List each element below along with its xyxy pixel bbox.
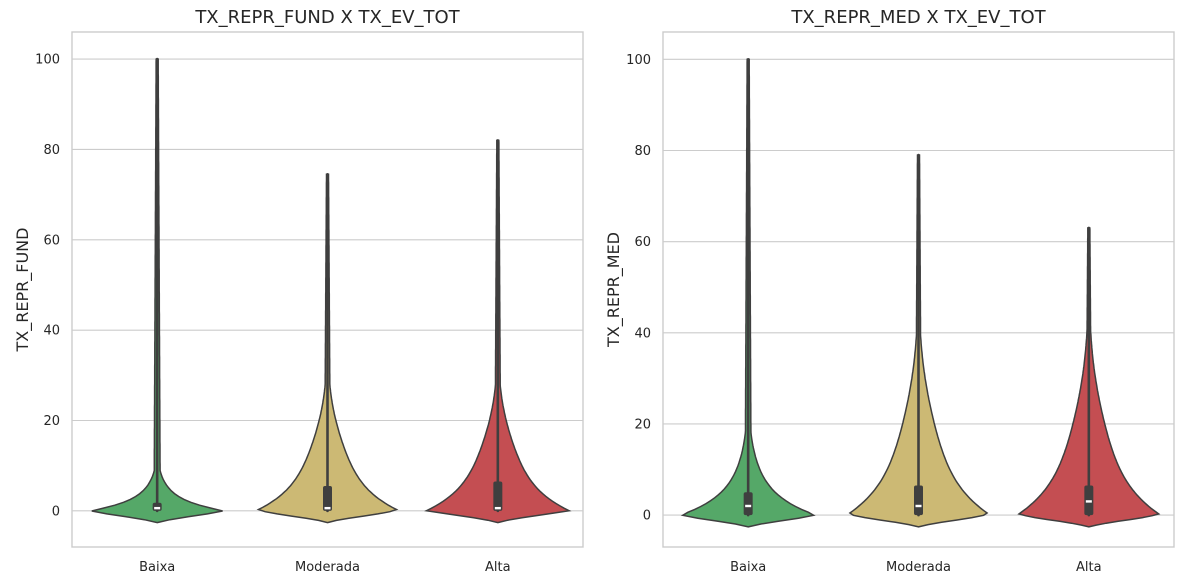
x-tick-label-baixa: Baixa (139, 560, 175, 575)
y-tick-label: 100 (35, 53, 60, 68)
median-marker-alta (494, 506, 501, 510)
iqr-box-baixa (743, 492, 753, 516)
plot-frame (662, 31, 1175, 548)
y-tick-label: 0 (643, 509, 651, 524)
x-tick-label-alta: Alta (1076, 560, 1102, 575)
x-tick-labels: Baixa Moderada Alta (139, 560, 511, 575)
x-tick-label-moderada: Moderada (295, 560, 360, 575)
median-marker-moderada (915, 504, 922, 508)
y-tick-label: 40 (43, 324, 60, 339)
y-tick-labels: 0 20 40 60 80 100 (35, 53, 60, 520)
violin-series (91, 57, 572, 524)
y-tick-label: 60 (634, 235, 651, 250)
y-axis-label: TX_REPR_FUND (13, 228, 33, 353)
x-tick-label-baixa: Baixa (730, 560, 766, 575)
x-tick-labels: Baixa Moderada Alta (730, 560, 1102, 575)
median-marker-moderada (324, 506, 331, 510)
y-tick-label: 20 (43, 414, 60, 429)
y-tick-labels: 0 20 40 60 80 100 (626, 53, 651, 524)
chart-panel-fund: 0 20 40 60 80 100 Baixa Moderada Alta TX_REPR_F… (13, 7, 584, 575)
median-marker-baixa (154, 506, 161, 510)
y-tick-label: 0 (52, 504, 60, 519)
y-tick-label: 20 (634, 417, 651, 432)
x-tick-label-moderada: Moderada (886, 560, 951, 575)
iqr-box-alta (493, 481, 503, 511)
y-axis-label: TX_REPR_MED (604, 232, 624, 348)
chart-title: TX_REPR_FUND X TX_EV_TOT (194, 7, 460, 28)
chart-panel-med: 0 20 40 60 80 100 Baixa Moderada Alta TX_REPR_M… (604, 7, 1175, 575)
chart-title: TX_REPR_MED X TX_EV_TOT (790, 7, 1046, 28)
y-tick-label: 80 (634, 144, 651, 159)
y-tick-label: 100 (626, 53, 651, 68)
y-tick-label: 60 (43, 233, 60, 248)
y-tick-label: 40 (634, 326, 651, 341)
median-marker-alta (1085, 500, 1092, 503)
iqr-box-baixa (152, 502, 162, 511)
x-tick-label-alta: Alta (485, 560, 511, 575)
y-tick-label: 80 (43, 143, 60, 158)
plot-frame (71, 31, 584, 548)
median-marker-baixa (745, 504, 752, 508)
iqr-box-moderada (914, 485, 923, 516)
iqr-box-moderada (323, 486, 332, 511)
violin-series (680, 58, 1161, 528)
